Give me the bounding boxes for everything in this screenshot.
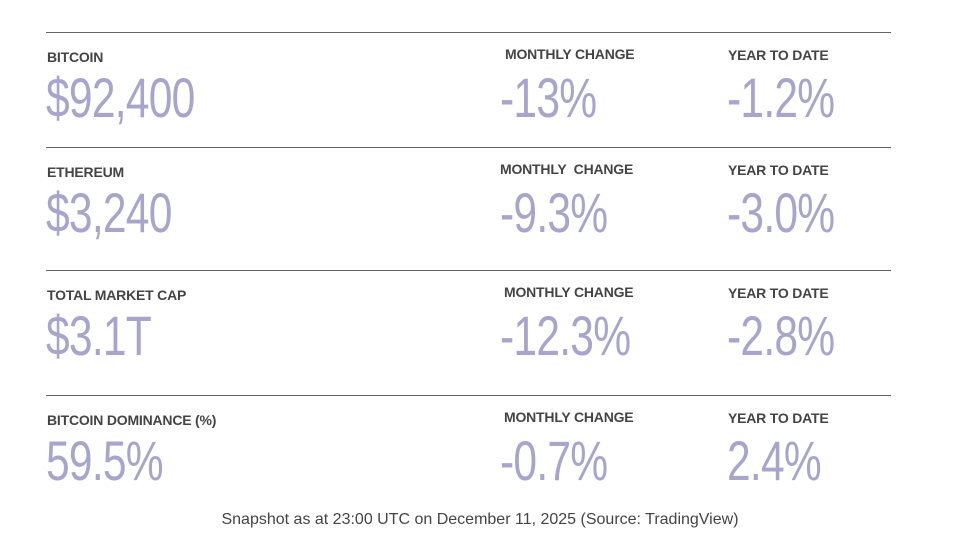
monthly-label: MONTHLY CHANGE [500, 161, 634, 177]
metric-label: ETHEREUM [47, 164, 124, 180]
footer: Snapshot as at 23:00 UTC on December 11,… [221, 511, 739, 528]
ytd-value: 2.4% [727, 429, 822, 492]
monthly-label: MONTHLY CHANGE [504, 284, 634, 300]
ytd-value: -2.8% [727, 304, 835, 367]
ytd-value: -3.0% [727, 181, 835, 244]
metric-value: $3.1T [46, 304, 152, 367]
monthly-value: -12.3% [500, 304, 631, 367]
row-divider [46, 395, 891, 396]
monthly-value: -13% [500, 66, 597, 129]
metric-value: $92,400 [46, 66, 195, 129]
metric-value: 59.5% [46, 429, 164, 492]
metric-value: $3,240 [46, 181, 172, 244]
ytd-label: YEAR TO DATE [728, 47, 829, 63]
metric-label: BITCOIN DOMINANCE (%) [47, 412, 217, 428]
metric-label: BITCOIN [47, 49, 104, 65]
row-divider [46, 32, 891, 33]
ytd-value: -1.2% [727, 66, 835, 129]
ytd-label: YEAR TO DATE [728, 410, 829, 426]
monthly-label: MONTHLY CHANGE [504, 409, 634, 425]
ytd-label: YEAR TO DATE [728, 285, 829, 301]
row-divider [46, 147, 891, 148]
metric-label: TOTAL MARKET CAP [47, 287, 187, 303]
monthly-label: MONTHLY CHANGE [505, 46, 635, 62]
ytd-label: YEAR TO DATE [728, 162, 829, 178]
row-divider [46, 270, 891, 271]
monthly-value: -0.7% [500, 429, 608, 492]
monthly-value: -9.3% [500, 181, 608, 244]
